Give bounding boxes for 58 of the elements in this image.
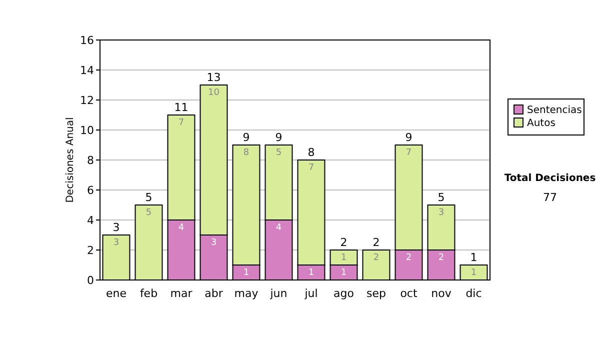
total-label: 3 [112,221,120,234]
total-label: 9 [275,131,282,144]
x-tick-label: dic [466,287,482,300]
data-label: 3 [210,238,217,248]
y-tick-label: 8 [87,154,94,167]
data-label: 1 [470,268,477,278]
x-tick-label: may [234,287,259,300]
data-label: 2 [373,253,380,263]
data-label: 2 [438,253,444,263]
legend-label: Autos [527,118,556,129]
total-label: 5 [438,191,445,204]
total-label: 1 [470,251,478,264]
total-label: 2 [372,236,380,249]
data-label: 4 [178,223,184,233]
data-label: 7 [406,148,412,158]
x-tick-label: oct [400,287,418,300]
total-label: 11 [174,101,188,114]
y-tick-label: 4 [87,214,94,227]
y-tick-label: 16 [80,34,94,47]
y-tick-label: 2 [87,244,94,257]
data-label: 8 [243,148,250,158]
y-tick-label: 6 [87,184,94,197]
x-tick-label: ago [334,287,354,300]
data-label: 1 [243,268,250,278]
y-tick-label: 14 [80,64,94,77]
total-label: 2 [340,236,348,249]
data-label: 1 [308,268,314,278]
x-tick-label: mar [170,287,193,300]
y-tick-label: 12 [80,94,94,107]
x-tick-label: abr [204,287,224,300]
data-label: 10 [208,88,220,98]
x-tick-label: jun [269,287,288,300]
x-tick-label: jul [304,287,318,300]
data-label: 5 [146,208,152,218]
data-label: 3 [113,238,120,248]
data-label: 7 [308,163,314,173]
y-tick-label: 10 [80,124,94,137]
y-tick-label: 0 [87,274,94,287]
legend-label: Sentencias [527,105,582,116]
text: Total Decisiones [504,173,596,184]
data-label: 1 [340,268,347,278]
total-label: 9 [242,131,250,144]
data-label: 1 [340,253,347,263]
data-label: 4 [276,223,282,233]
total-label: 9 [405,131,412,144]
data-label: 5 [276,148,282,158]
x-tick-label: nov [431,287,452,300]
total-label: 5 [145,191,152,204]
total-label: 8 [308,146,315,159]
data-label: 3 [438,208,444,218]
total-label: 13 [206,71,221,84]
x-tick-label: sep [366,287,386,300]
data-label: 7 [178,118,184,128]
y-axis-title: Decisiones Anual [65,117,76,203]
data-label: 2 [406,253,412,263]
x-tick-label: feb [140,287,158,300]
text: 77 [543,191,557,204]
x-tick-label: ene [106,287,127,300]
